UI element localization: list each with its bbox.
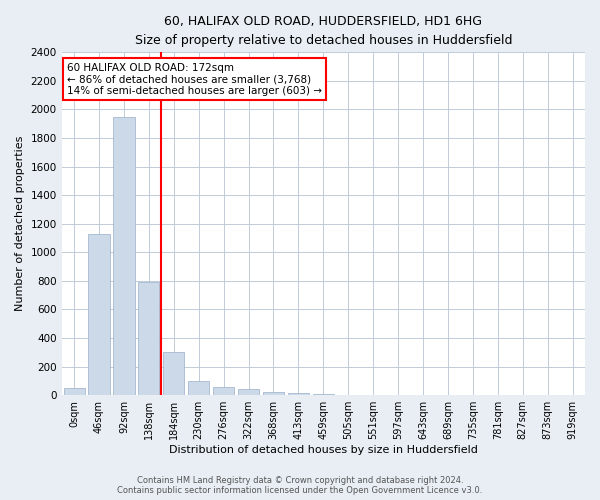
Text: Contains HM Land Registry data © Crown copyright and database right 2024.
Contai: Contains HM Land Registry data © Crown c…	[118, 476, 482, 495]
Bar	[163, 352, 184, 395]
Text: 60 HALIFAX OLD ROAD: 172sqm
← 86% of detached houses are smaller (3,768)
14% of : 60 HALIFAX OLD ROAD: 172sqm ← 86% of det…	[67, 62, 322, 96]
Bar	[88, 234, 110, 395]
Y-axis label: Number of detached properties: Number of detached properties	[15, 136, 25, 312]
Bar	[263, 392, 284, 395]
Bar	[313, 394, 334, 395]
Bar	[238, 390, 259, 395]
Bar	[188, 381, 209, 395]
Bar	[213, 388, 234, 395]
Bar	[138, 282, 160, 395]
Title: 60, HALIFAX OLD ROAD, HUDDERSFIELD, HD1 6HG
Size of property relative to detache: 60, HALIFAX OLD ROAD, HUDDERSFIELD, HD1 …	[134, 15, 512, 47]
Bar	[113, 116, 134, 395]
X-axis label: Distribution of detached houses by size in Huddersfield: Distribution of detached houses by size …	[169, 445, 478, 455]
Bar	[64, 388, 85, 395]
Bar	[288, 394, 309, 395]
